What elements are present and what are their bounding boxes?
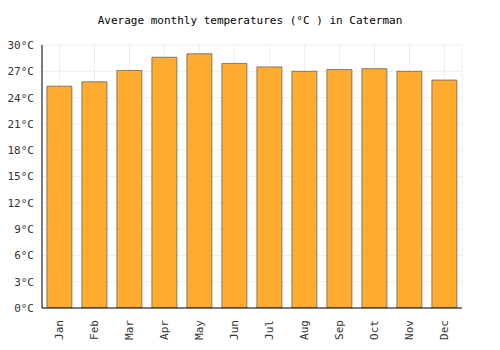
svg-text:3°C: 3°C xyxy=(14,276,34,289)
svg-text:Mar: Mar xyxy=(123,320,136,340)
svg-text:Jan: Jan xyxy=(53,320,66,340)
svg-text:24°C: 24°C xyxy=(8,92,35,105)
svg-text:Apr: Apr xyxy=(158,320,171,340)
svg-text:21°C: 21°C xyxy=(8,118,35,131)
svg-text:Sep: Sep xyxy=(333,320,346,340)
svg-text:9°C: 9°C xyxy=(14,223,34,236)
svg-text:Nov: Nov xyxy=(403,320,416,340)
svg-text:18°C: 18°C xyxy=(8,144,35,157)
svg-text:6°C: 6°C xyxy=(14,249,34,262)
html-text:Average monthly temperatures (: Average monthly temperatures (°C ) in Ca… xyxy=(97,14,403,27)
svg-text:Feb: Feb xyxy=(88,320,101,340)
svg-text:27°C: 27°C xyxy=(8,65,35,78)
svg-text:15°C: 15°C xyxy=(8,170,35,183)
svg-text:May: May xyxy=(193,320,206,340)
svg-text:0°C: 0°C xyxy=(14,302,34,315)
svg-text:Oct: Oct xyxy=(368,320,381,340)
svg-text:Aug: Aug xyxy=(298,320,311,340)
svg-text:Jul: Jul xyxy=(263,320,276,340)
svg-text:Jun: Jun xyxy=(228,320,241,340)
svg-text:30°C: 30°C xyxy=(8,39,35,52)
svg-text:Dec: Dec xyxy=(438,320,451,340)
svg-text:12°C: 12°C xyxy=(8,197,35,210)
